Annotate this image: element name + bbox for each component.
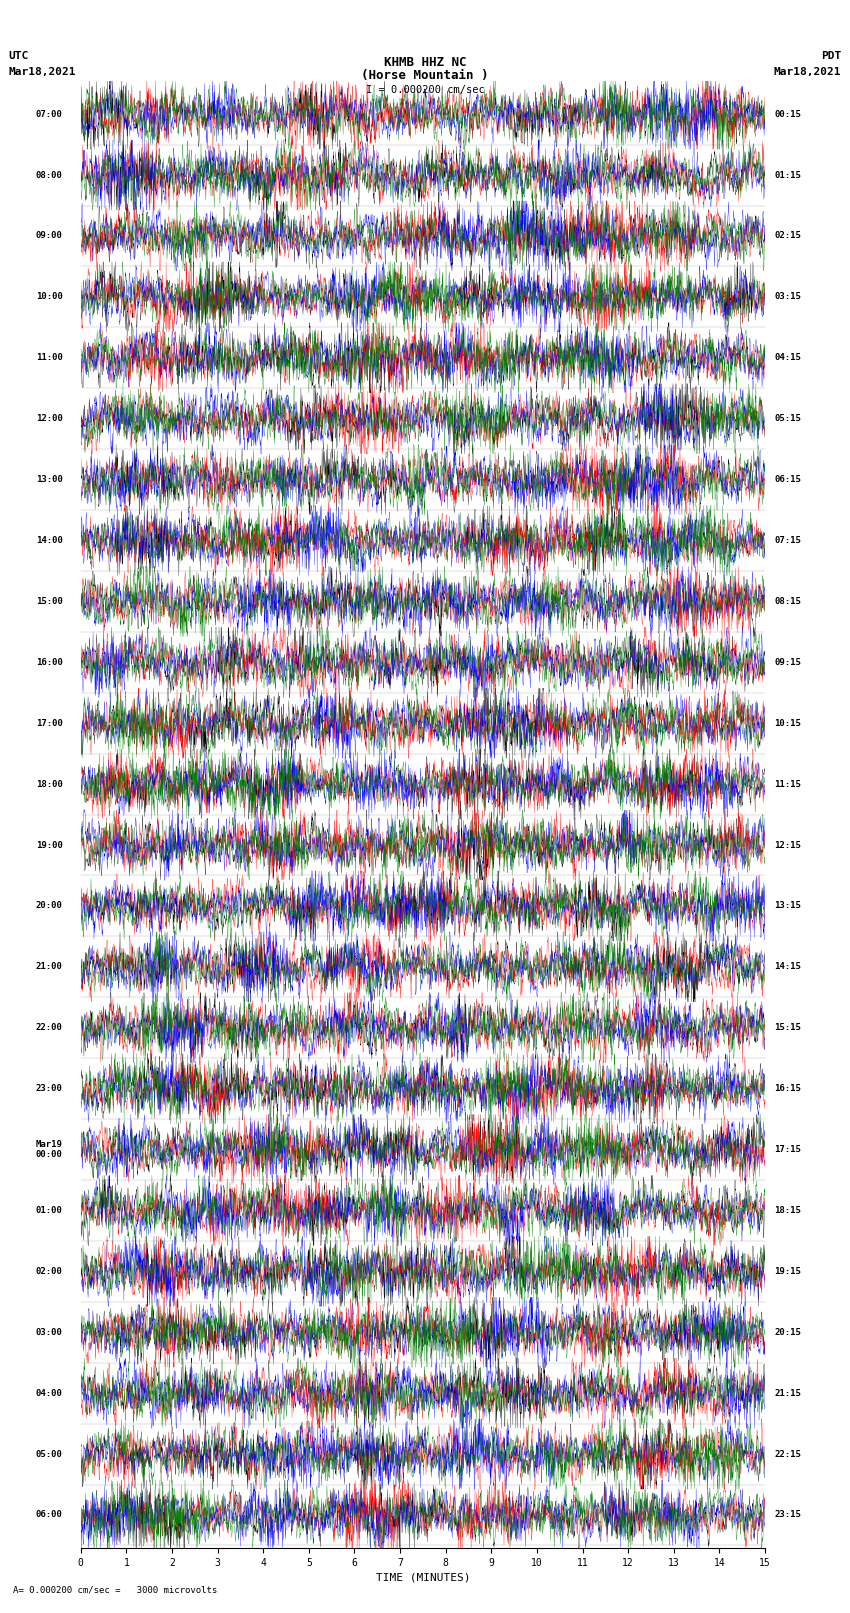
Text: A= 0.000200 cm/sec =   3000 microvolts: A= 0.000200 cm/sec = 3000 microvolts (13, 1586, 217, 1595)
Text: 08:00: 08:00 (36, 171, 63, 179)
Text: 19:15: 19:15 (774, 1266, 801, 1276)
Text: 03:00: 03:00 (36, 1327, 63, 1337)
Text: 18:00: 18:00 (36, 779, 63, 789)
Text: 17:00: 17:00 (36, 719, 63, 727)
Text: 01:00: 01:00 (36, 1207, 63, 1215)
Text: 01:15: 01:15 (774, 171, 801, 179)
Text: Mar19
00:00: Mar19 00:00 (36, 1140, 63, 1160)
Text: 19:00: 19:00 (36, 840, 63, 850)
Text: 09:15: 09:15 (774, 658, 801, 666)
Text: 07:00: 07:00 (36, 110, 63, 119)
Text: (Horse Mountain ): (Horse Mountain ) (361, 69, 489, 82)
Text: 10:00: 10:00 (36, 292, 63, 302)
Text: 16:00: 16:00 (36, 658, 63, 666)
Text: 04:15: 04:15 (774, 353, 801, 363)
Text: Mar18,2021: Mar18,2021 (8, 68, 76, 77)
Text: KHMB HHZ NC: KHMB HHZ NC (383, 56, 467, 69)
Text: 11:00: 11:00 (36, 353, 63, 363)
Text: 17:15: 17:15 (774, 1145, 801, 1153)
Text: 09:00: 09:00 (36, 231, 63, 240)
Text: 06:00: 06:00 (36, 1510, 63, 1519)
Text: 23:15: 23:15 (774, 1510, 801, 1519)
Text: 05:00: 05:00 (36, 1450, 63, 1458)
Text: 05:15: 05:15 (774, 415, 801, 423)
Text: 02:00: 02:00 (36, 1266, 63, 1276)
Text: 08:15: 08:15 (774, 597, 801, 606)
Text: 02:15: 02:15 (774, 231, 801, 240)
Text: 12:00: 12:00 (36, 415, 63, 423)
Text: 21:15: 21:15 (774, 1389, 801, 1398)
Text: 23:00: 23:00 (36, 1084, 63, 1094)
Text: 07:15: 07:15 (774, 536, 801, 545)
Text: 10:15: 10:15 (774, 719, 801, 727)
Text: 15:15: 15:15 (774, 1023, 801, 1032)
Text: 12:15: 12:15 (774, 840, 801, 850)
Text: 15:00: 15:00 (36, 597, 63, 606)
Text: 22:00: 22:00 (36, 1023, 63, 1032)
Text: UTC: UTC (8, 52, 29, 61)
Text: 13:15: 13:15 (774, 902, 801, 910)
X-axis label: TIME (MINUTES): TIME (MINUTES) (376, 1573, 470, 1582)
Text: 03:15: 03:15 (774, 292, 801, 302)
Text: 04:00: 04:00 (36, 1389, 63, 1398)
Text: 14:00: 14:00 (36, 536, 63, 545)
Text: Mar18,2021: Mar18,2021 (774, 68, 842, 77)
Text: 11:15: 11:15 (774, 779, 801, 789)
Text: 20:15: 20:15 (774, 1327, 801, 1337)
Text: 16:15: 16:15 (774, 1084, 801, 1094)
Text: 22:15: 22:15 (774, 1450, 801, 1458)
Text: PDT: PDT (821, 52, 842, 61)
Text: 00:15: 00:15 (774, 110, 801, 119)
Text: 21:00: 21:00 (36, 963, 63, 971)
Text: 06:15: 06:15 (774, 476, 801, 484)
Text: 13:00: 13:00 (36, 476, 63, 484)
Text: 20:00: 20:00 (36, 902, 63, 910)
Text: 14:15: 14:15 (774, 963, 801, 971)
Text: 18:15: 18:15 (774, 1207, 801, 1215)
Text: I = 0.000200 cm/sec: I = 0.000200 cm/sec (366, 85, 484, 95)
